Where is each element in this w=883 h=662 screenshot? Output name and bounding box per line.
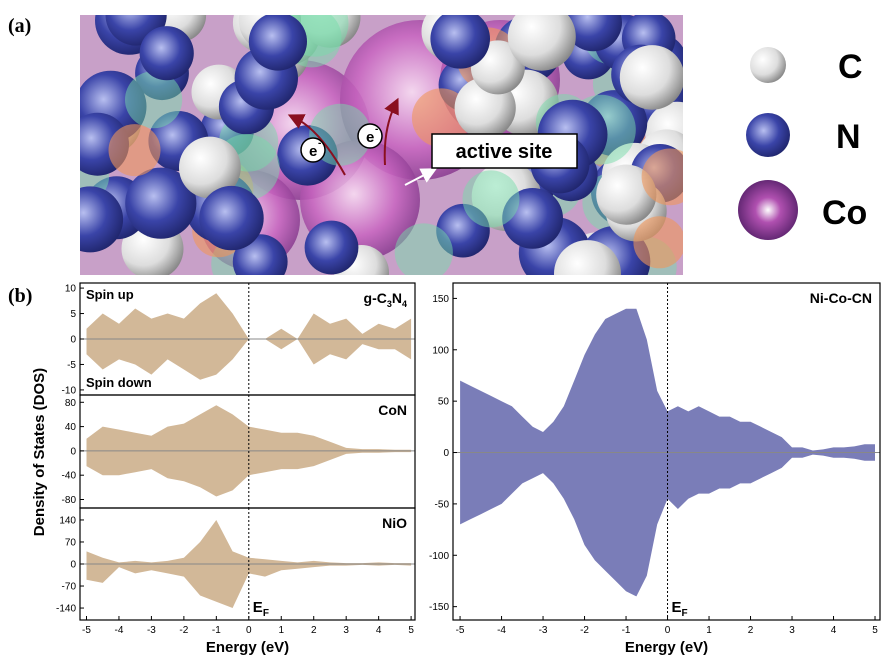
fermi-label: EF: [253, 599, 269, 619]
x-tick-label: 0: [246, 625, 252, 636]
x-axis-label: Energy (eV): [625, 639, 708, 656]
atom: [633, 216, 685, 268]
atom: [620, 45, 685, 110]
x-tick-label: 3: [789, 625, 795, 636]
atom: [199, 186, 263, 250]
atom: [463, 170, 520, 227]
atom: [430, 9, 490, 69]
chart-title: Ni-Co-CN: [810, 290, 872, 306]
series-label: Spin down: [86, 375, 152, 390]
dos-area: [87, 451, 412, 497]
x-tick-label: 4: [376, 625, 382, 636]
legend-sphere-c: [750, 47, 786, 83]
title-part: 4: [402, 299, 407, 309]
x-tick-label: 3: [343, 625, 349, 636]
title-part: CoN: [378, 402, 407, 418]
y-tick-label: 0: [70, 335, 76, 346]
x-tick-label: 2: [311, 625, 317, 636]
x-tick-label: -5: [82, 625, 91, 636]
y-tick-label: -150: [429, 602, 449, 613]
electron-label: e: [309, 143, 317, 160]
y-tick-label: 50: [438, 397, 450, 408]
y-tick-label: 0: [443, 448, 449, 459]
legend-sphere-n: [746, 113, 790, 157]
x-tick-label: -4: [497, 625, 506, 636]
figure: (a) e - e - active site C N Co (b) Densi…: [0, 0, 883, 662]
electron-charge: -: [318, 138, 321, 149]
electron-label: e: [366, 129, 374, 146]
y-tick-label: 70: [65, 537, 77, 548]
legend-label: Co: [822, 194, 867, 232]
atom: [508, 3, 576, 71]
chart-title: CoN: [378, 402, 407, 418]
title-part: g-C: [364, 290, 387, 306]
fermi-label-main: E: [672, 599, 682, 616]
y-tick-label: 100: [432, 345, 449, 356]
fermi-label-sub: F: [263, 608, 269, 619]
atom: [109, 124, 161, 176]
x-tick-label: -1: [212, 625, 221, 636]
panel-label: (b): [8, 285, 32, 307]
fermi-label-sub: F: [682, 608, 688, 619]
atom: [305, 221, 359, 275]
active-site-label: active site: [456, 141, 553, 163]
atom: [395, 223, 453, 281]
legend-label: C: [838, 48, 863, 86]
title-part: NiO: [382, 515, 407, 531]
y-tick-label: -140: [56, 604, 76, 615]
x-tick-label: 0: [665, 625, 671, 636]
y-tick-label: 0: [70, 446, 76, 457]
y-tick-label: 150: [432, 294, 449, 305]
y-tick-label: -70: [62, 582, 77, 593]
y-tick-label: -5: [67, 360, 76, 371]
x-tick-label: -2: [179, 625, 188, 636]
x-tick-label: 4: [831, 625, 837, 636]
x-tick-label: 5: [408, 625, 414, 636]
fermi-label-main: E: [253, 599, 263, 616]
x-tick-label: -2: [580, 625, 589, 636]
title-part: Ni-Co-CN: [810, 290, 872, 306]
y-axis-label: Density of States (DOS): [31, 368, 48, 536]
atom: [554, 240, 621, 307]
y-tick-label: 140: [59, 515, 76, 526]
y-tick-label: 40: [65, 422, 77, 433]
x-axis-label: Energy (eV): [206, 639, 289, 656]
series-label: Spin up: [86, 287, 134, 302]
x-tick-label: 1: [706, 625, 712, 636]
legend-label: N: [836, 118, 861, 156]
chart-title: NiO: [382, 515, 407, 531]
y-tick-label: 80: [65, 398, 77, 409]
x-tick-label: -1: [622, 625, 631, 636]
y-tick-label: -10: [62, 385, 77, 396]
x-tick-label: -3: [147, 625, 156, 636]
atom: [125, 71, 182, 128]
atom: [642, 149, 699, 206]
electron-charge: -: [375, 124, 378, 135]
atom: [140, 26, 194, 80]
title-part: N: [392, 290, 402, 306]
x-tick-label: -4: [115, 625, 124, 636]
x-tick-label: 2: [748, 625, 754, 636]
y-tick-label: 5: [70, 309, 76, 320]
legend-sphere-co: [738, 180, 798, 240]
y-tick-label: -40: [62, 471, 77, 482]
x-tick-label: -5: [456, 625, 465, 636]
y-tick-label: 0: [70, 560, 76, 571]
y-tick-label: -80: [62, 495, 77, 506]
x-tick-label: -3: [539, 625, 548, 636]
x-tick-label: 1: [278, 625, 284, 636]
page: (a) e - e - active site C N Co (b) Densi…: [0, 0, 883, 662]
molecule-render: [55, 0, 709, 307]
atom: [249, 12, 307, 70]
atom: [57, 186, 123, 252]
y-tick-label: -100: [429, 551, 449, 562]
x-tick-label: 5: [872, 625, 878, 636]
chart-title: g-C3N4: [364, 290, 407, 309]
panel-label: (a): [8, 15, 31, 37]
y-tick-label: -50: [435, 499, 450, 510]
y-tick-label: 10: [65, 284, 77, 295]
fermi-label: EF: [672, 599, 688, 619]
